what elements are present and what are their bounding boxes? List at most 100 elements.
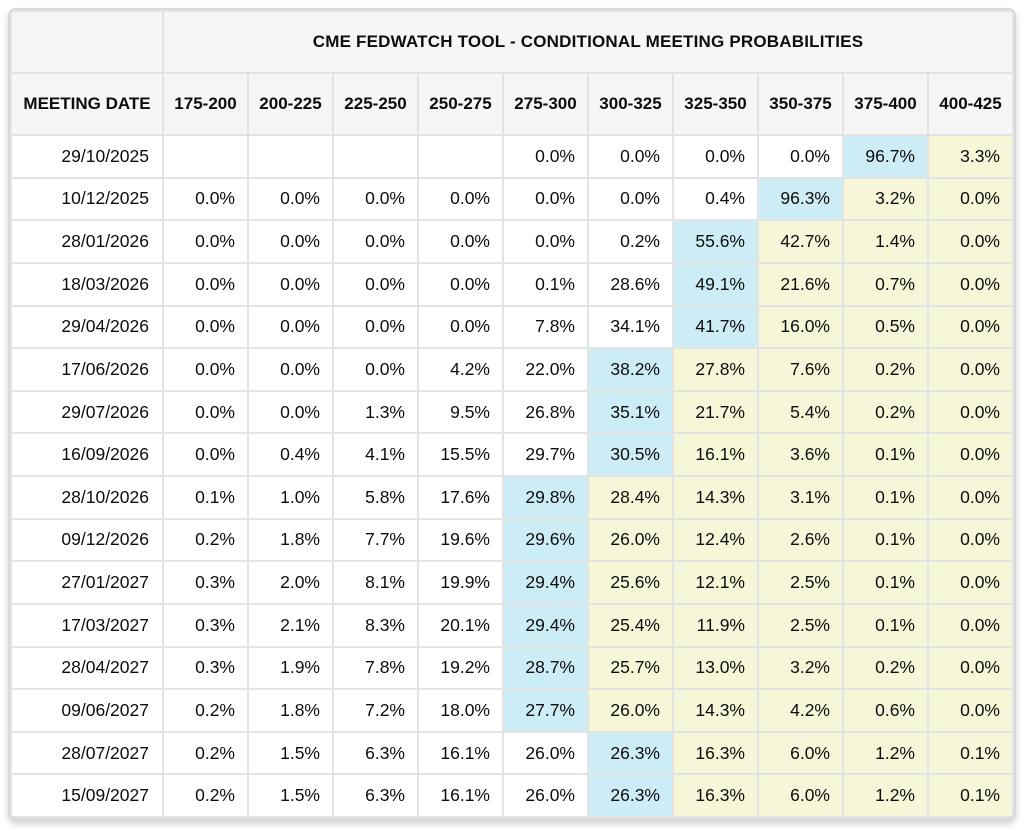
probability-cell: 0.0%	[162, 432, 249, 477]
probability-cell: 4.1%	[332, 432, 419, 477]
table-row: 16/09/2026 0.0% 0.4% 4.1% 15.5% 29.7% 30.5% 16.…	[10, 432, 1014, 477]
probability-cell: 28.6%	[587, 261, 674, 307]
probability-cell: 0.2%	[162, 773, 249, 818]
probability-cell: 29.6%	[502, 517, 589, 563]
probability-cell	[332, 134, 419, 179]
probability-cell: 13.0%	[672, 645, 759, 691]
probability-cell: 18.0%	[417, 688, 504, 733]
table-row: 29/04/2026 0.0% 0.0% 0.0% 0.0% 7.8% 34.1% 41.7%…	[10, 304, 1014, 350]
probability-cell: 0.0%	[162, 389, 249, 435]
probability-cell: 7.7%	[332, 517, 419, 563]
probability-cell: 0.0%	[247, 261, 334, 307]
probability-cell: 0.7%	[842, 261, 929, 307]
probability-cell: 30.5%	[587, 432, 674, 477]
probability-cell	[162, 134, 249, 179]
probability-cell: 0.5%	[842, 304, 929, 350]
probability-cell: 0.0%	[162, 347, 249, 392]
meeting-date-cell: 28/01/2026	[10, 219, 164, 264]
probability-cell: 7.6%	[757, 347, 844, 392]
probability-cell: 6.3%	[332, 730, 419, 776]
probability-cell: 1.8%	[247, 517, 334, 563]
probability-cell: 0.0%	[162, 219, 249, 264]
table-row: 09/12/2026 0.2% 1.8% 7.7% 19.6% 29.6% 26.0% 12.…	[10, 517, 1014, 563]
meeting-date-cell: 17/06/2026	[10, 347, 164, 392]
probability-cell: 0.0%	[927, 475, 1014, 520]
probability-cell: 0.0%	[247, 347, 334, 392]
meeting-date-cell: 28/10/2026	[10, 475, 164, 520]
probability-cell: 0.0%	[332, 304, 419, 350]
meeting-date-cell: 09/12/2026	[10, 517, 164, 563]
probability-cell: 0.0%	[247, 304, 334, 350]
probability-cell: 0.0%	[332, 176, 419, 222]
probability-cell: 0.1%	[842, 560, 929, 605]
probability-cell: 8.1%	[332, 560, 419, 605]
probability-cell: 3.6%	[757, 432, 844, 477]
probability-cell: 0.0%	[332, 347, 419, 392]
meeting-date-cell: 28/04/2027	[10, 645, 164, 691]
probability-cell: 1.0%	[247, 475, 334, 520]
probability-cell: 0.2%	[162, 688, 249, 733]
meeting-date-cell: 16/09/2026	[10, 432, 164, 477]
meeting-date-cell: 17/03/2027	[10, 602, 164, 648]
probability-cell: 55.6%	[672, 219, 759, 264]
probability-cell: 6.0%	[757, 773, 844, 818]
probability-cell: 0.0%	[927, 176, 1014, 222]
probability-cell: 0.4%	[672, 176, 759, 222]
probability-cell: 12.4%	[672, 517, 759, 563]
probability-cell: 6.3%	[332, 773, 419, 818]
probability-cell: 7.2%	[332, 688, 419, 733]
probability-cell: 0.2%	[842, 389, 929, 435]
rate-range-header: 375-400	[842, 72, 929, 136]
probability-cell: 16.1%	[417, 730, 504, 776]
probability-cell: 0.2%	[162, 730, 249, 776]
probability-cell: 25.4%	[587, 602, 674, 648]
probability-cell: 0.0%	[672, 134, 759, 179]
probability-cell: 0.0%	[162, 176, 249, 222]
rate-range-header: 400-425	[927, 72, 1014, 136]
probability-cell: 0.1%	[842, 517, 929, 563]
meeting-date-cell: 15/09/2027	[10, 773, 164, 818]
rate-range-header: 225-250	[332, 72, 419, 136]
rate-range-header: 350-375	[757, 72, 844, 136]
rate-range-header: 250-275	[417, 72, 504, 136]
rate-range-header: 200-225	[247, 72, 334, 136]
probability-cell: 20.1%	[417, 602, 504, 648]
probability-cell: 2.0%	[247, 560, 334, 605]
probability-cell: 12.1%	[672, 560, 759, 605]
probability-cell: 49.1%	[672, 261, 759, 307]
probability-cell: 1.5%	[247, 730, 334, 776]
probability-cell: 1.4%	[842, 219, 929, 264]
probability-cell: 26.0%	[587, 688, 674, 733]
probability-cell: 0.1%	[927, 773, 1014, 818]
probability-cell: 29.4%	[502, 602, 589, 648]
probability-cell: 0.0%	[247, 219, 334, 264]
meeting-date-cell: 27/01/2027	[10, 560, 164, 605]
probability-cell: 27.7%	[502, 688, 589, 733]
probability-cell: 0.2%	[587, 219, 674, 264]
probability-cell: 0.0%	[927, 347, 1014, 392]
probability-cell: 1.2%	[842, 730, 929, 776]
probability-cell: 0.2%	[162, 517, 249, 563]
probability-cell: 0.1%	[927, 730, 1014, 776]
probability-cell: 28.7%	[502, 645, 589, 691]
meeting-date-header: MEETING DATE	[10, 72, 164, 136]
rate-range-header: 275-300	[502, 72, 589, 136]
probability-cell: 2.1%	[247, 602, 334, 648]
probability-cell: 3.3%	[927, 134, 1014, 179]
probability-cell: 3.2%	[757, 645, 844, 691]
probability-cell: 0.0%	[417, 176, 504, 222]
probability-cell: 19.2%	[417, 645, 504, 691]
probability-cell: 9.5%	[417, 389, 504, 435]
probability-cell: 1.3%	[332, 389, 419, 435]
probability-cell: 21.7%	[672, 389, 759, 435]
table-row: 29/07/2026 0.0% 0.0% 1.3% 9.5% 26.8% 35.1% 21.7…	[10, 389, 1014, 435]
probability-cell: 29.4%	[502, 560, 589, 605]
probability-cell: 0.2%	[842, 645, 929, 691]
probability-cell: 0.0%	[927, 432, 1014, 477]
probability-cell: 16.1%	[672, 432, 759, 477]
table-row: 29/10/2025 0.0% 0.0% 0.0% 0.0% 96.7% 3.3%	[10, 134, 1014, 179]
probability-cell: 16.1%	[417, 773, 504, 818]
probability-cell	[417, 134, 504, 179]
probability-cell: 0.0%	[162, 261, 249, 307]
probability-cell: 19.9%	[417, 560, 504, 605]
